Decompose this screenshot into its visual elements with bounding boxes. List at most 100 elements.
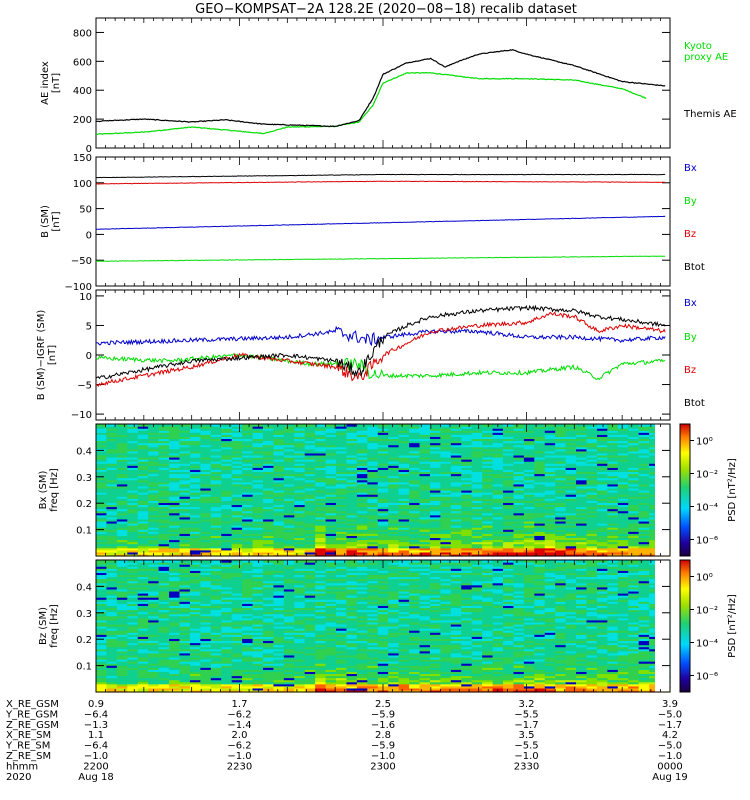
spectrogram-cell [409,523,421,526]
y-tick-label: 50 [79,205,92,216]
spectrogram-cell [523,523,535,526]
spectrogram-cell [127,469,139,473]
spectrogram-cell [419,533,431,536]
spectrogram-cell [169,448,181,452]
spectrogram-cell [210,601,222,604]
spectrogram-cell [200,479,212,483]
spectrogram-cell [492,514,504,518]
spectrogram-cell [242,553,254,557]
spectrogram-cell [565,506,577,510]
spectrogram-cell [638,535,650,539]
spectrogram-cell [106,621,118,625]
spectrogram-cell [200,465,212,468]
spectrogram-cell [137,516,149,520]
spectrogram-cell [106,457,118,460]
spectrogram-cell [158,570,170,573]
spectrogram-cell [137,473,149,477]
spectrogram-cell [544,471,556,475]
spectrogram-cell [492,549,504,553]
spectrogram-cell [96,541,108,545]
spectrogram-cell [221,551,233,555]
spectrogram-cell [377,494,389,497]
spectrogram-cell [169,634,181,637]
spectrogram-cell [388,461,400,464]
spectrogram-cell [544,452,556,456]
spectrogram-cell [628,473,640,477]
spectrogram-cell [116,663,128,666]
spectrogram-cell [534,483,546,487]
spectrogram-cell [586,444,598,448]
spectrogram-cell [127,570,139,573]
spectrogram-cell [450,436,462,440]
spectrogram-cell [586,436,598,440]
spectrogram-cell [649,525,661,528]
spectrogram-cell [294,471,306,475]
spectrogram-cell [189,683,201,687]
spectrogram-cell [576,442,588,446]
spectrogram-cell [200,648,212,652]
spectrogram-cell [336,545,348,549]
spectrogram-cell [586,475,598,479]
spectrogram-cell [169,483,181,487]
spectrogram-cell [200,644,212,648]
spectrogram-cell [96,576,108,580]
spectrogram-cell [450,483,462,487]
spectrogram-cell [388,426,400,429]
spectrogram-cell [200,463,212,466]
spectrogram-cell [429,477,441,481]
spectrogram-cell [273,428,285,431]
spectrogram-cell [429,527,441,530]
spectrogram-cell [377,463,389,466]
spectrogram-cell [200,529,212,532]
spectrogram-cell [523,498,535,501]
spectrogram-cell [169,428,181,431]
spectrogram-cell [158,623,170,627]
spectrogram-cell [440,457,452,460]
spectrogram-cell [106,537,118,541]
spectrogram-cell [221,450,233,454]
spectrogram-cell [367,438,379,442]
spectrogram-cell [169,520,181,524]
spectrogram-cell [555,547,567,551]
spectrogram-cell [179,471,191,475]
spectrogram-cell [242,518,254,522]
spectrogram-cell [461,450,473,454]
spectrogram-cell [596,483,608,487]
spectrogram-cell [336,535,348,539]
panel-2-ylabel-line: B (SM) [40,205,51,238]
spectrogram-cell [137,461,149,464]
spectrogram-cell [555,444,567,448]
spectrogram-cell [377,510,389,514]
series-line-kyoto-proxy-ae [95,71,647,136]
spectrogram-cell [555,432,567,435]
spectrogram-cell [482,520,494,524]
spectrogram-cell [262,535,275,539]
spectrogram-cell [576,545,588,549]
spectrogram-cell [179,611,191,615]
spectrogram-cell [210,572,222,576]
spectrogram-cell [137,626,149,629]
spectrogram-cell [96,477,108,481]
spectrogram-cell [586,450,598,454]
spectrogram-cell [429,518,441,522]
spectrogram-cell [96,560,108,563]
spectrogram-cell [346,442,358,446]
spectrogram-cell [210,545,222,549]
spectrogram-cell [148,549,160,553]
spectrogram-cell [523,543,535,547]
spectrogram-cell [617,457,629,460]
spectrogram-cell [158,673,170,677]
spectrogram-cell [617,426,629,429]
spectrogram-cell [325,523,337,526]
spectrogram-cell [106,459,118,462]
spectrogram-cell [315,527,327,530]
spectrogram-cell [96,551,108,555]
spectrogram-cell [471,523,483,526]
spectrogram-cell [304,424,316,427]
spectrogram-cell [148,467,160,470]
spectrogram-cell [221,518,233,522]
spectrogram-cell [503,467,515,470]
spectrogram-cell [179,613,191,617]
spectrogram-cell [492,469,504,473]
spectrogram-cell [607,454,619,458]
